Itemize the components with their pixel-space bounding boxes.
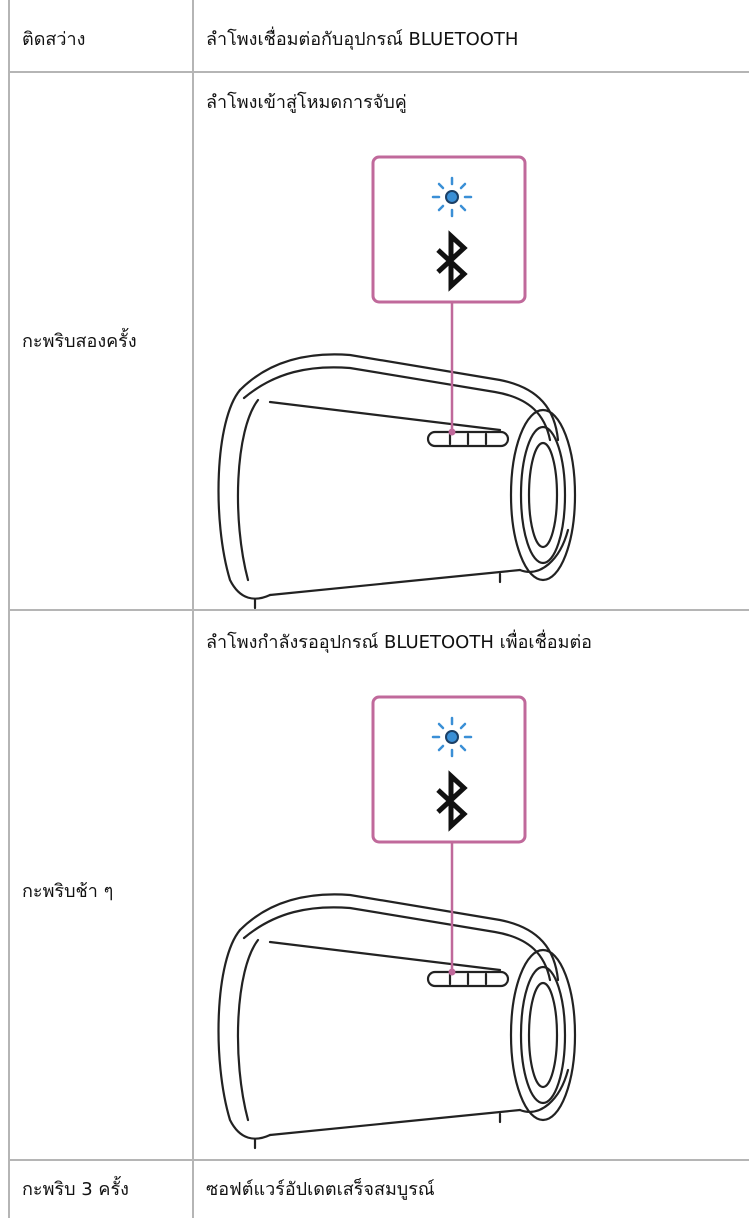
row-divider: [8, 1159, 749, 1161]
description: ลำโพงเข้าสู่โหมดการจับคู่: [206, 92, 407, 113]
speaker-illustration: [200, 140, 600, 610]
status-label: กะพริบสองครั้ง: [22, 331, 137, 352]
row-divider: [8, 71, 749, 73]
status-label: กะพริบ 3 ครั้ง: [22, 1179, 129, 1200]
description: ซอฟต์แวร์อัปเดตเสร็จสมบูรณ์: [206, 1179, 435, 1200]
description: ลำโพงเชื่อมต่อกับอุปกรณ์ BLUETOOTH: [206, 29, 519, 50]
status-label: กะพริบช้า ๆ: [22, 881, 114, 902]
description: ลำโพงกำลังรออุปกรณ์ BLUETOOTH เพื่อเชื่อ…: [206, 632, 592, 653]
status-label: ติดสว่าง: [22, 29, 86, 50]
speaker-illustration: [200, 680, 600, 1150]
row-divider: [8, 609, 749, 611]
